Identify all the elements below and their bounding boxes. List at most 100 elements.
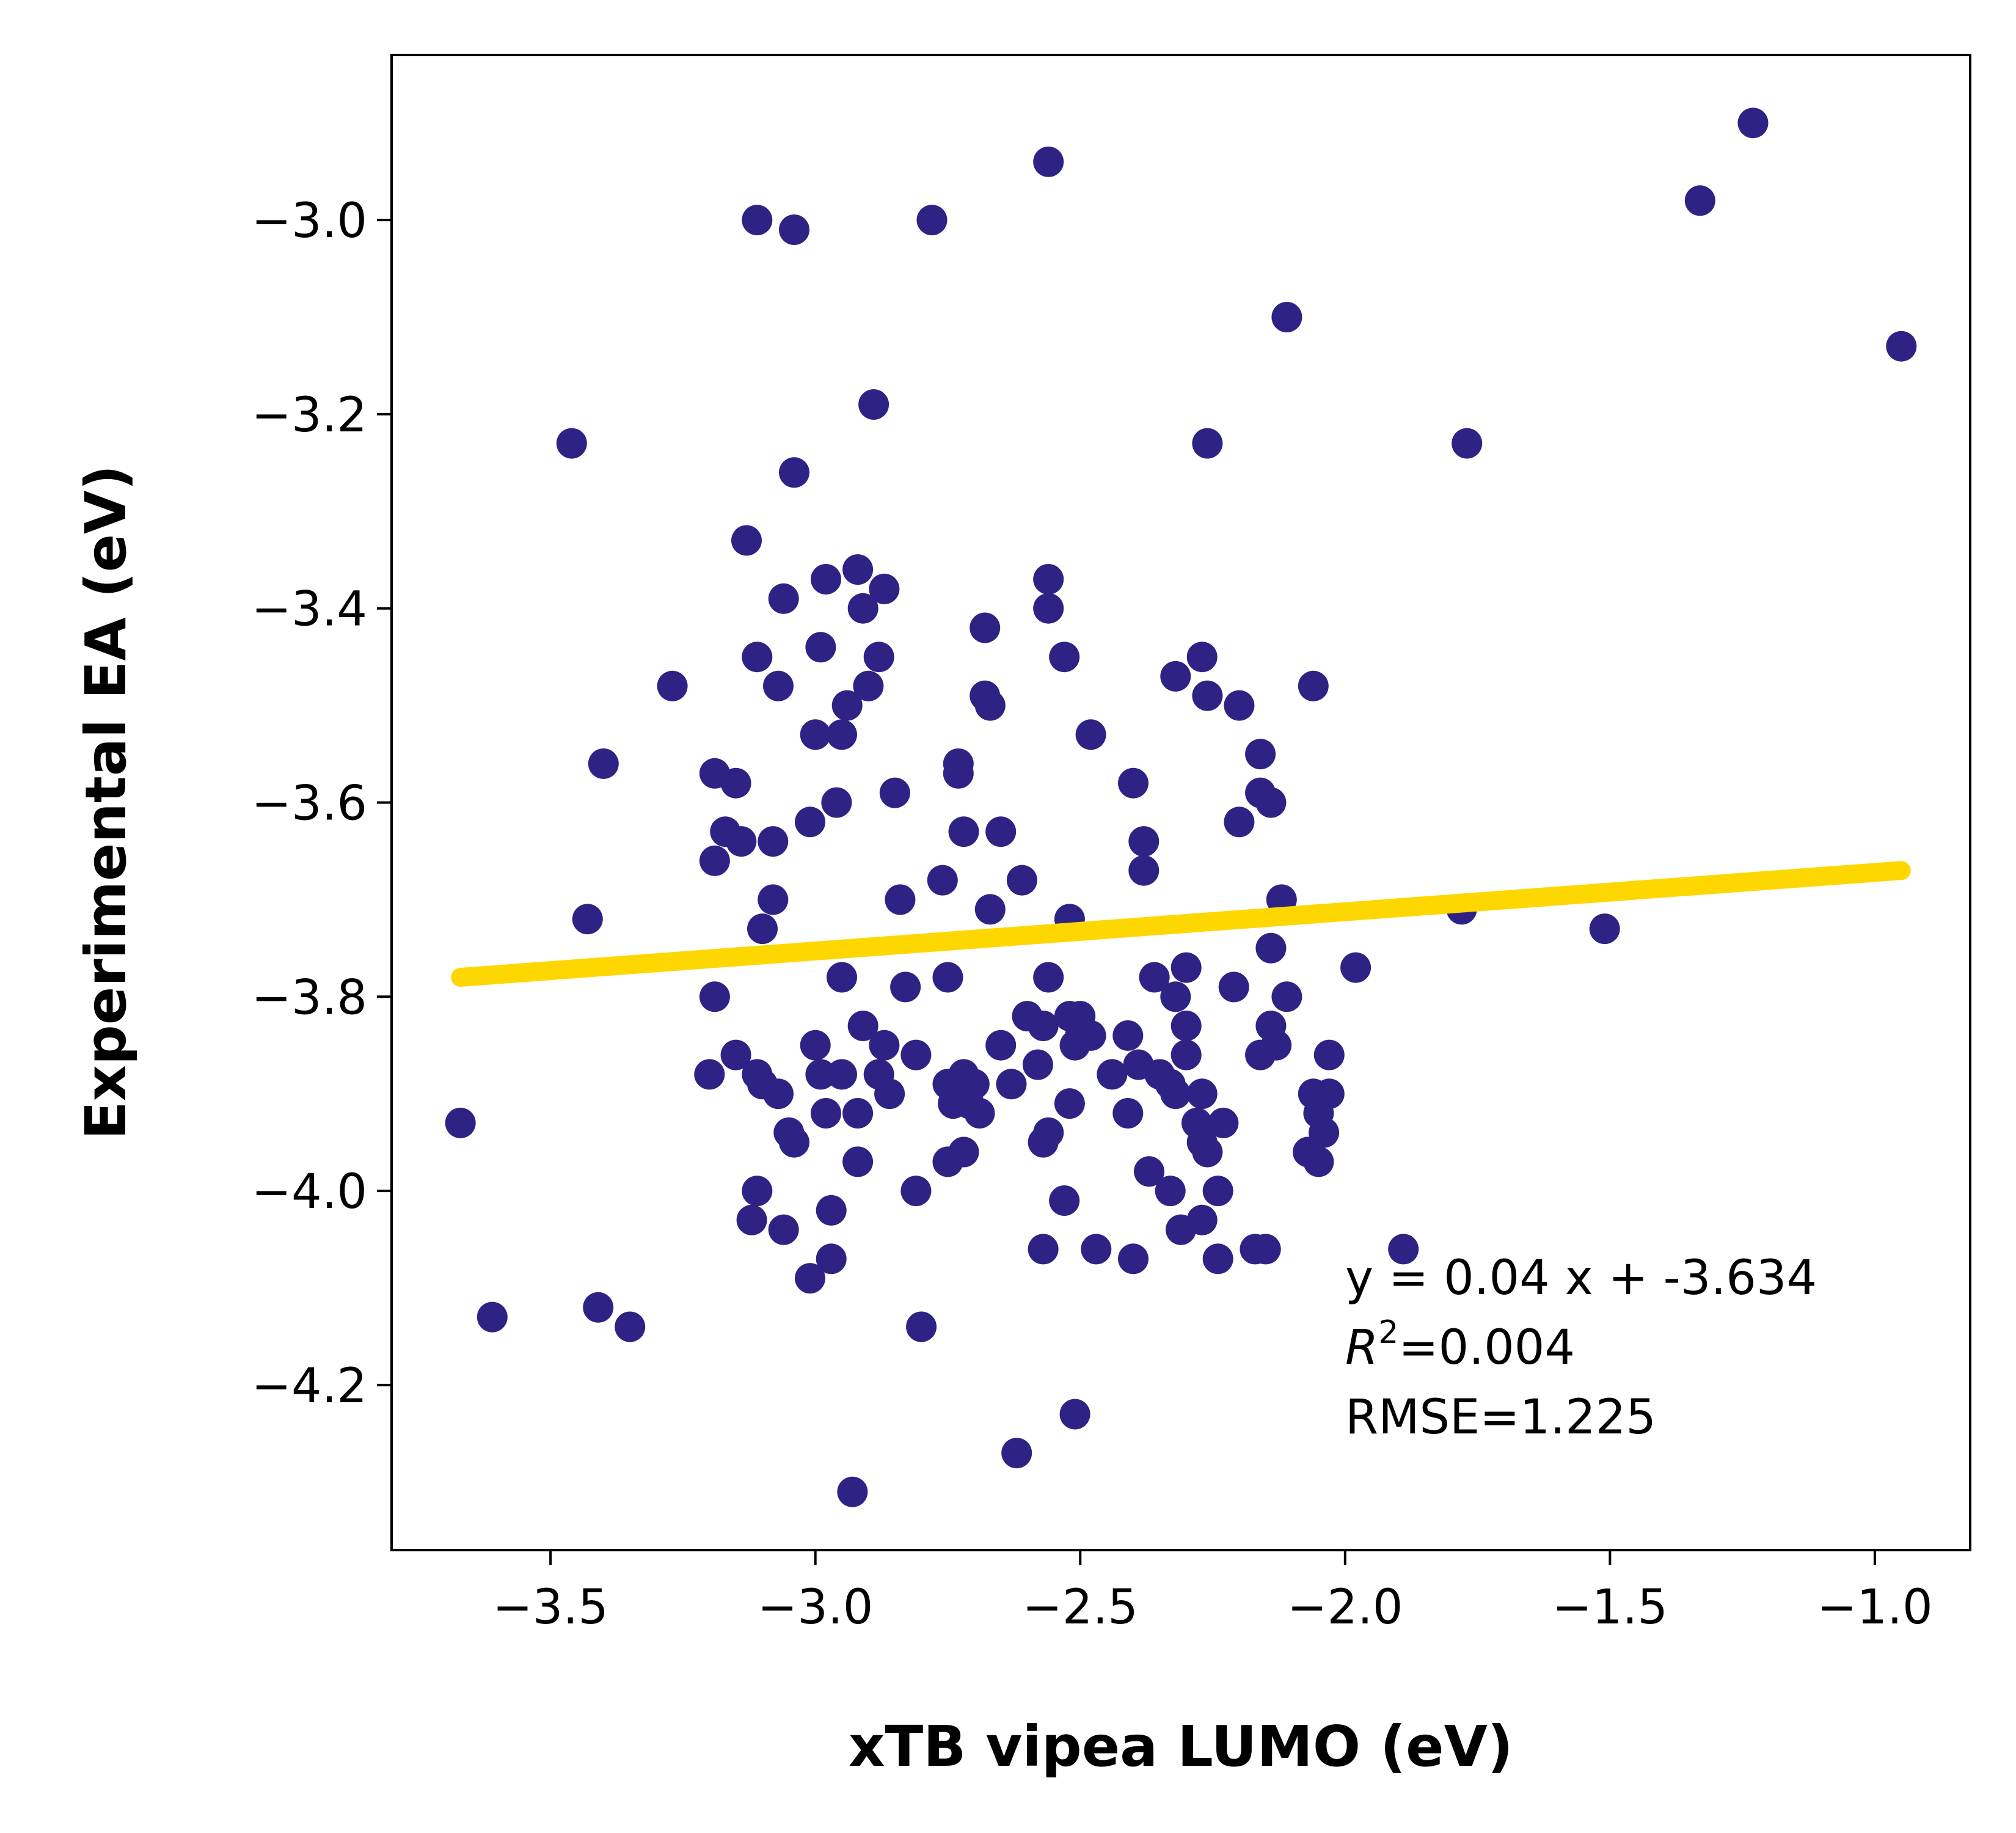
data-point [1028,1234,1059,1265]
data-point [583,1292,614,1323]
data-point [885,884,916,915]
data-point [779,214,809,245]
data-point [1155,1176,1186,1207]
data-point [742,642,773,673]
data-point [1022,1049,1053,1080]
data-point [900,1039,932,1070]
fit-line [451,861,1911,987]
data-point [1075,1020,1106,1051]
data-point [985,816,1017,847]
data-point [747,913,778,945]
data-point [827,719,857,750]
y-axis-title: Experimental EA (eV) [73,465,139,1140]
data-point [1313,1039,1345,1070]
x-tick-label: −2.5 [1023,1580,1138,1635]
data-point [1059,1399,1090,1430]
data-point [731,525,762,556]
data-point [1202,1243,1233,1275]
data-point [943,748,974,779]
data-point [1118,1243,1149,1275]
data-point [795,1263,825,1294]
data-point [1001,1438,1032,1469]
data-point [890,971,921,1003]
data-point [768,583,799,614]
data-point [1186,1204,1218,1235]
data-point [985,1030,1017,1061]
data-point [615,1311,646,1342]
data-point [1033,593,1064,624]
data-point [996,1069,1027,1100]
data-point [1589,913,1620,945]
data-point [1049,1185,1080,1216]
data-point [1224,690,1255,721]
data-point [1224,807,1255,838]
data-point [445,1107,476,1138]
x-axis-title: xTB vipea LUMO (eV) [849,1714,1513,1779]
data-point [1313,1078,1345,1110]
data-point [1684,185,1715,216]
x-tick-label: −3.5 [492,1580,608,1635]
data-point [736,1204,767,1235]
data-point [1033,1117,1064,1148]
data-point [821,787,852,818]
data-point [874,1078,905,1110]
data-point [1218,971,1249,1003]
data-point [842,1146,874,1177]
data-point [932,962,963,993]
data-point [827,962,857,993]
data-point [758,826,789,857]
data-point [726,826,757,857]
data-point [1097,1059,1128,1090]
data-point [1202,1176,1233,1207]
r-squared-symbol: R [1345,1320,1378,1375]
data-point [1160,1078,1191,1110]
data-point [763,670,794,701]
data-point [800,1030,831,1061]
data-point [842,554,874,585]
data-point [964,1098,995,1129]
x-tick-label: −2.0 [1287,1580,1403,1635]
data-point [869,1030,900,1061]
data-point [853,670,884,701]
y-tick-label: −3.8 [252,970,367,1025]
data-point [879,777,910,808]
data-point [1271,981,1302,1012]
data-point [1245,739,1276,770]
data-point [1303,1146,1334,1177]
data-point [694,1059,725,1090]
data-point [1171,952,1202,983]
data-point [1192,1136,1223,1168]
data-point [811,564,841,595]
data-point [556,428,587,459]
data-point [720,1039,751,1070]
data-point [1186,642,1218,673]
data-point [1139,962,1170,993]
regression-annotation: y = 0.04 x + -3.634 R2=0.004 RMSE=1.225 [1345,1251,1817,1445]
data-point [1160,981,1191,1012]
data-point [974,894,1006,925]
data-point [1250,1234,1281,1265]
data-point [758,884,789,915]
data-point [1128,855,1160,886]
data-point [1171,1039,1202,1070]
data-point [847,593,878,624]
r-squared-label: R2=0.004 [1345,1314,1575,1375]
data-point [742,205,773,236]
data-point [1112,1020,1144,1051]
data-point [869,573,900,604]
y-tick-label: −3.6 [252,777,367,832]
r-squared-exponent: 2 [1378,1314,1398,1351]
y-tick-label: −3.0 [252,194,367,249]
data-point [1033,962,1064,993]
y-axis: −4.2 −4.0 −3.8 −3.6 −3.4 −3.2 −3.0 [252,194,392,1414]
data-point [1134,1156,1164,1187]
data-point [1081,1234,1112,1265]
fit-equation-label: y = 0.04 x + -3.634 [1345,1251,1817,1306]
x-tick-label: −1.5 [1552,1580,1668,1635]
data-point [816,1195,847,1226]
data-point [768,1214,799,1245]
data-point [1271,302,1302,332]
y-tick-label: −4.0 [252,1165,367,1220]
